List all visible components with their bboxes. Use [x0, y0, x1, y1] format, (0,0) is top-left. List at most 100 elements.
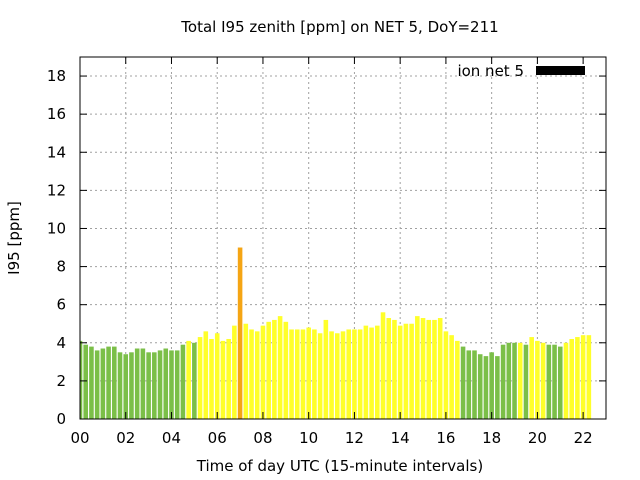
bar [300, 329, 306, 419]
x-tick-label: 08 [253, 429, 272, 447]
bar-series [80, 247, 592, 419]
x-tick-label: 06 [208, 429, 227, 447]
y-tick-label: 10 [47, 219, 66, 237]
bar [500, 344, 506, 419]
bar [552, 344, 557, 419]
y-tick-label: 16 [47, 105, 66, 123]
y-axis-label: I95 [ppm] [5, 201, 23, 275]
bar [329, 331, 334, 419]
bar [506, 342, 512, 419]
y-tick-labels: 0 2 4 6 8 10 12 14 16 18 [47, 67, 66, 428]
y-tick-label: 6 [56, 296, 66, 314]
bar [409, 323, 414, 419]
bar [334, 333, 340, 419]
bar [152, 352, 157, 419]
bar [289, 329, 294, 419]
x-tick-labels: 00 02 04 06 08 10 12 14 16 18 20 22 [70, 429, 592, 447]
bar [226, 338, 231, 419]
bar [106, 346, 111, 419]
x-tick-label: 04 [162, 429, 181, 447]
x-tick-label: 14 [391, 429, 410, 447]
bar [380, 312, 386, 419]
bar [443, 331, 449, 419]
bar [483, 356, 489, 419]
bar [180, 344, 186, 419]
y-tick-label: 8 [56, 258, 66, 276]
legend-swatch [536, 66, 585, 75]
x-tick-label: 16 [436, 429, 455, 447]
bar [100, 348, 106, 419]
bar [260, 325, 266, 419]
bar [437, 318, 443, 419]
bar [523, 344, 529, 419]
bar [243, 323, 249, 419]
bar [112, 346, 117, 419]
bar [529, 337, 534, 419]
y-tick-label: 0 [56, 410, 66, 428]
bar [346, 329, 352, 419]
bar [449, 335, 454, 419]
y-tick-label: 4 [56, 334, 66, 352]
bar [146, 352, 151, 419]
bar [512, 342, 517, 419]
y-tick-label: 18 [47, 67, 66, 85]
bar [192, 342, 197, 419]
plot-frame [79, 56, 607, 420]
bar [415, 316, 420, 419]
bar [186, 340, 191, 419]
bar [403, 323, 409, 419]
bar [174, 350, 180, 419]
bar [237, 247, 243, 419]
bar [129, 352, 134, 419]
legend-label: ion net 5 [457, 62, 524, 80]
bar [134, 348, 140, 419]
bar [517, 342, 523, 419]
bar [557, 346, 563, 419]
x-tick-label: 12 [345, 429, 364, 447]
y-tick-label: 12 [47, 181, 66, 199]
bar [477, 354, 483, 419]
bar [294, 329, 300, 419]
bar [546, 344, 552, 419]
bar [117, 352, 123, 419]
bar [272, 319, 277, 419]
x-tick-label: 10 [299, 429, 318, 447]
bar [249, 329, 254, 419]
bar [392, 319, 397, 419]
bar [352, 329, 357, 419]
bar [140, 348, 146, 419]
bar [386, 318, 392, 419]
bar [495, 356, 500, 419]
bar [369, 327, 374, 419]
chart-title: Total I95 zenith [ppm] on NET 5, DoY=211 [180, 18, 498, 36]
x-tick-label: 00 [70, 429, 89, 447]
bar [209, 338, 214, 419]
bar [466, 350, 472, 419]
y-tick-label: 14 [47, 143, 66, 161]
bar [203, 331, 209, 419]
bar [254, 331, 260, 419]
x-axis-label: Time of day UTC (15-minute intervals) [196, 457, 483, 475]
y-tick-label: 2 [56, 372, 66, 390]
bar [426, 319, 432, 419]
bar [83, 344, 89, 419]
bar [455, 340, 460, 419]
bar [312, 329, 317, 419]
x-tick-label: 18 [482, 429, 501, 447]
x-tick-label: 22 [574, 429, 593, 447]
bar [489, 352, 494, 419]
bar [232, 325, 237, 419]
bar [163, 348, 169, 419]
axis-ticks [79, 57, 606, 420]
bar [580, 335, 586, 419]
bar [89, 346, 94, 419]
bar [220, 340, 226, 419]
bar [375, 325, 380, 419]
bar [472, 350, 477, 419]
bar [197, 337, 203, 419]
bar [317, 333, 323, 419]
bar [123, 354, 129, 419]
legend: ion net 5 [457, 62, 585, 80]
bar [157, 350, 163, 419]
bar [460, 346, 466, 419]
